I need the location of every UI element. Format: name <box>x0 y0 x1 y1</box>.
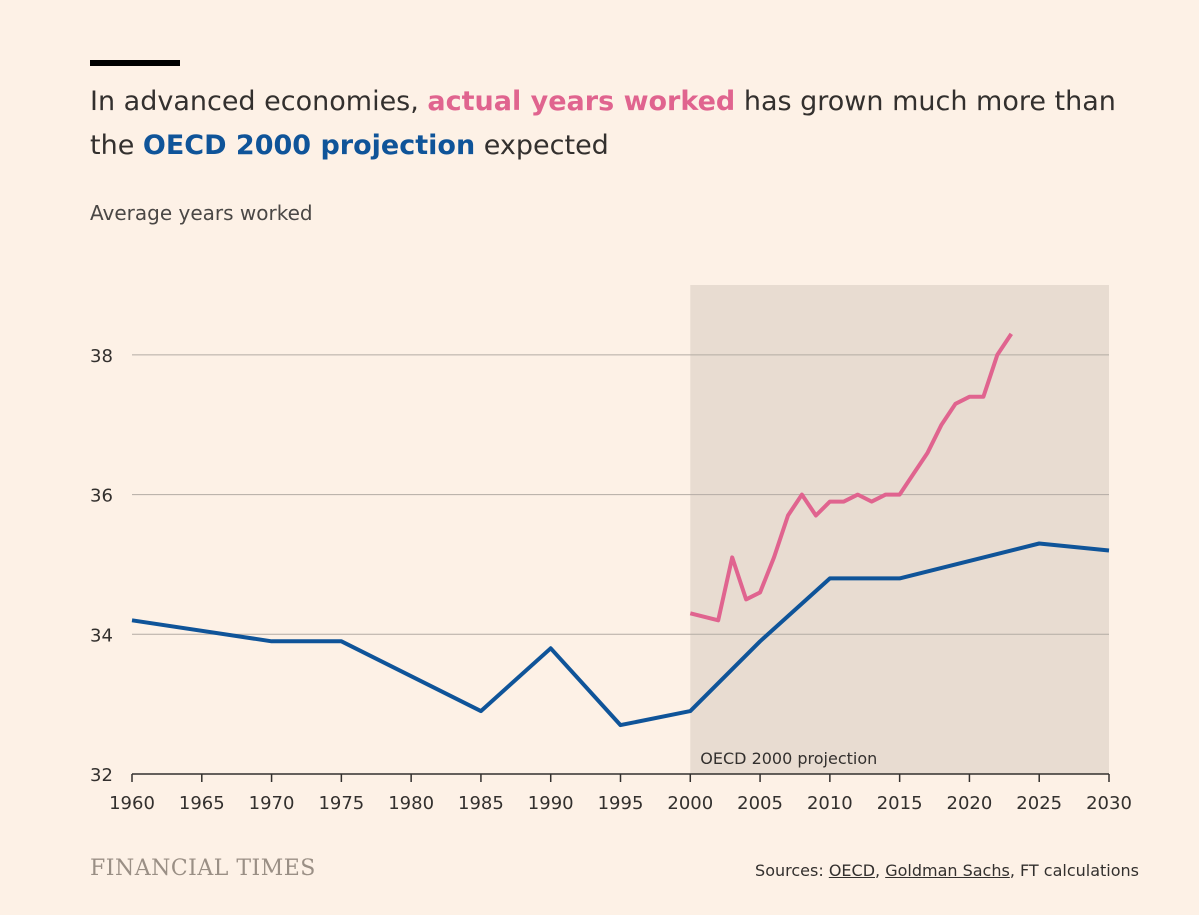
title-highlight-projection: OECD 2000 projection <box>142 130 476 161</box>
x-tick-label: 1985 <box>458 793 504 814</box>
source-separator: , <box>875 861 886 880</box>
title-part-3: expected <box>475 130 609 161</box>
source-prefix: Sources: <box>755 861 829 880</box>
x-tick-label: 1970 <box>249 793 295 814</box>
y-tick-label: 36 <box>90 486 113 507</box>
financial-times-logo: FINANCIAL TIMES <box>90 856 316 881</box>
title-highlight-actual: actual years worked <box>427 86 736 117</box>
x-tick-label: 1990 <box>528 793 574 814</box>
header-rule <box>90 60 180 66</box>
x-tick-label: 2010 <box>807 793 853 814</box>
y-tick-label: 34 <box>90 625 113 646</box>
source-link-oecd[interactable]: OECD <box>828 861 876 880</box>
x-tick-label: 2005 <box>737 793 783 814</box>
x-tick-label: 2020 <box>947 793 993 814</box>
x-tick-label: 1980 <box>388 793 434 814</box>
projection-region-label: OECD 2000 projection <box>700 749 877 768</box>
x-tick-label: 1960 <box>109 793 155 814</box>
source-suffix: , FT calculations <box>1009 861 1139 880</box>
x-tick-label: 2000 <box>667 793 713 814</box>
x-tick-label: 1975 <box>318 793 364 814</box>
chart-title: In advanced economies, actual years work… <box>90 80 1130 168</box>
y-axis-subtitle: Average years worked <box>90 201 313 225</box>
x-tick-label: 2015 <box>877 793 923 814</box>
projection-shaded-region <box>690 285 1109 774</box>
title-part-1: In advanced economies, <box>90 86 428 117</box>
source-link-goldman-sachs[interactable]: Goldman Sachs <box>885 861 1010 880</box>
x-tick-label: 2025 <box>1016 793 1062 814</box>
projection-series-line <box>131 541 1110 728</box>
x-tick-label: 2030 <box>1086 793 1132 814</box>
actual-series-line <box>689 332 1013 623</box>
x-tick-label: 1995 <box>598 793 644 814</box>
source-note: Sources: OECD, Goldman Sachs, FT calcula… <box>755 861 1139 880</box>
x-tick-label: 1965 <box>179 793 225 814</box>
y-tick-label: 32 <box>90 765 113 786</box>
y-tick-label: 38 <box>90 346 113 367</box>
title-part-2: has grown much more than the <box>90 86 1116 161</box>
